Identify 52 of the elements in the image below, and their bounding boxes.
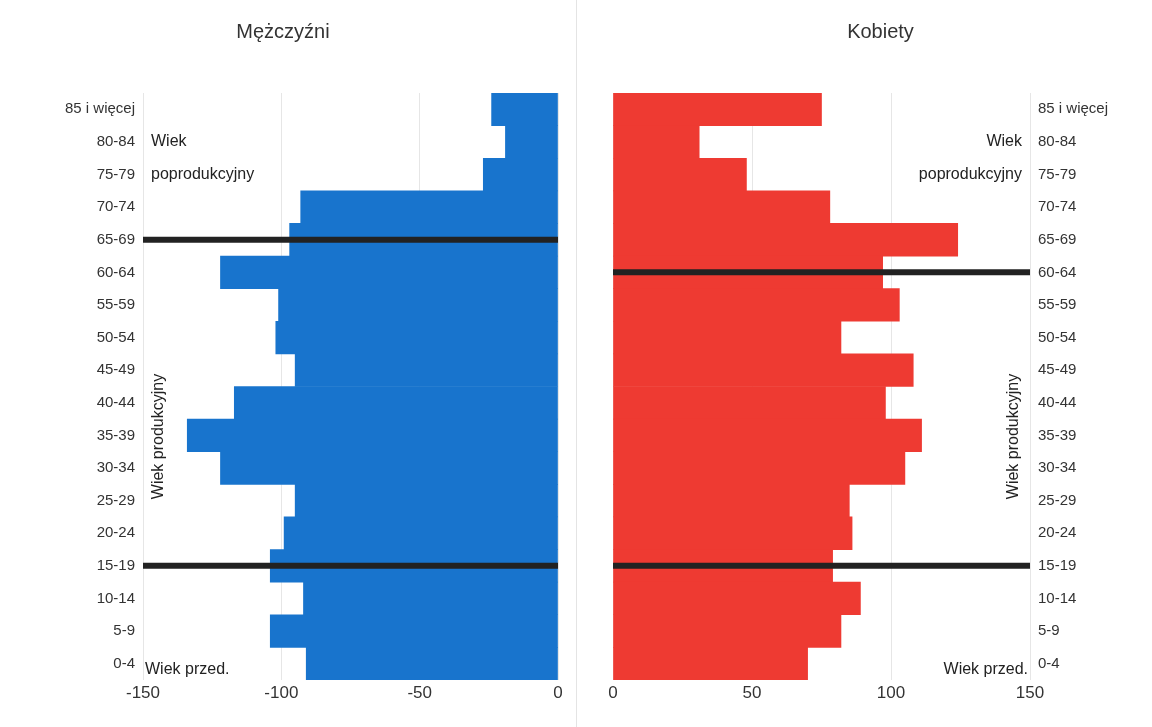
annotation: Wiek przed. [145,660,230,678]
y-tick-label: 25-29 [1038,490,1077,508]
x-tick-label: -50 [407,682,432,702]
x-tick-label: -150 [125,682,161,702]
y-tick-label: 30-34 [1038,458,1077,476]
y-tick-label: 0-4 [1038,653,1060,671]
x-tick-label: 0 [608,682,618,702]
y-tick-label: 45-49 [96,360,135,378]
annotation: Wiek poprodukcyjny [151,132,255,182]
y-tick-label: 20-24 [1038,523,1077,541]
y-tick-label: 15-19 [1038,556,1077,573]
y-tick-label: 5-9 [1038,621,1060,639]
y-tick-label: 0-4 [113,653,135,671]
annotation: Wiek przed. [943,660,1028,678]
y-tick-label: 35-39 [1038,425,1077,443]
x-tick-label: 0 [553,682,563,702]
y-tick-label: 25-29 [96,490,135,508]
y-tick-label: 55-59 [96,295,135,313]
y-tick-label: 10-14 [1038,588,1077,606]
y-tick-label: 15-19 [96,556,135,573]
annotation: Wiek poprodukcyjny [918,132,1023,182]
y-tick-label: 30-34 [96,458,135,476]
x-tick-label: 50 [742,682,762,702]
y-tick-label: 60-64 [96,262,135,280]
y-tick-label: 35-39 [96,425,135,443]
chart-title: Mężczyźni [236,19,330,42]
y-tick-label: 40-44 [96,392,135,410]
y-tick-label: 10-14 [96,588,135,606]
y-tick-label: 80-84 [1038,132,1077,150]
y-tick-label: 65-69 [96,229,135,247]
y-tick-label: 75-79 [1038,164,1077,182]
annotation: Wiek produkcyjny [1004,373,1022,500]
y-tick-label: 55-59 [1038,295,1077,313]
y-tick-label: 60-64 [1038,262,1077,280]
annotation: Wiek produkcyjny [149,373,167,500]
y-tick-label: 70-74 [96,197,135,215]
y-tick-label: 65-69 [1038,229,1077,247]
x-tick-label: -100 [264,682,299,702]
y-tick-label: 50-54 [96,327,135,345]
x-tick-label: 150 [1015,682,1045,702]
y-tick-label: 85 i więcej [1038,99,1109,117]
y-tick-label: 20-24 [96,523,135,541]
y-tick-label: 85 i więcej [64,99,135,117]
chart-title: Kobiety [847,19,914,42]
y-tick-label: 45-49 [1038,360,1077,378]
y-tick-label: 50-54 [1038,327,1077,345]
y-tick-label: 75-79 [96,164,135,182]
y-tick-label: 5-9 [113,621,135,639]
y-tick-label: 80-84 [96,132,135,150]
x-tick-label: 100 [876,682,906,702]
y-tick-label: 70-74 [1038,197,1077,215]
y-tick-label: 40-44 [1038,392,1077,410]
